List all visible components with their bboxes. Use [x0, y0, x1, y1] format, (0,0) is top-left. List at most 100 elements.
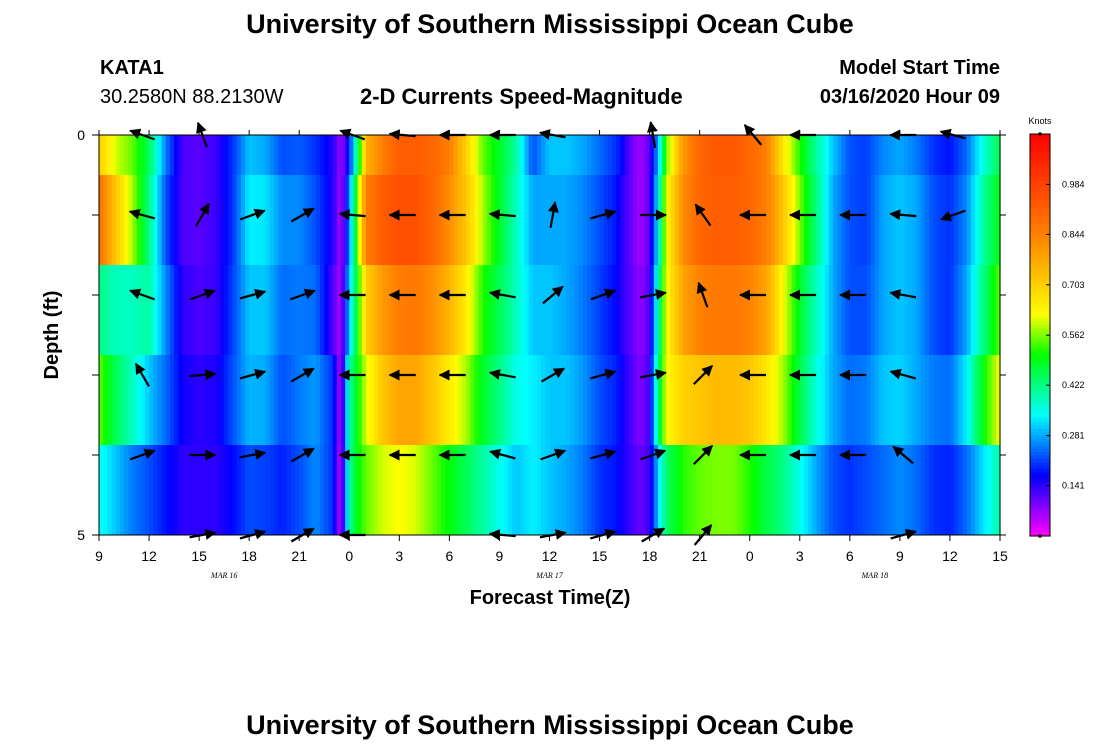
colorbar-band	[1030, 281, 1050, 286]
heatmap-cell	[870, 135, 876, 176]
colorbar-band	[1030, 519, 1050, 524]
x-tick-label: 15	[191, 548, 207, 564]
heatmap-cell	[899, 265, 905, 356]
heatmap-cell	[954, 355, 959, 446]
colorbar-band	[1030, 428, 1050, 433]
heatmap-cell	[299, 355, 304, 446]
heatmap-cell	[557, 265, 563, 356]
heatmap-cell	[378, 265, 384, 356]
heatmap-cell	[879, 265, 884, 356]
heatmap-cell	[299, 175, 304, 266]
heatmap-cell	[620, 265, 626, 356]
heatmap-cell	[507, 135, 513, 176]
heatmap-cell	[224, 445, 229, 536]
heatmap-cell	[783, 135, 788, 176]
heatmap-cell	[653, 135, 659, 176]
heatmap-cell	[224, 355, 229, 446]
colorbar-band	[1030, 328, 1050, 333]
heatmap-cell	[474, 265, 480, 356]
heatmap-cell	[403, 175, 409, 266]
heatmap-cell	[587, 265, 592, 356]
heatmap-cell	[124, 175, 129, 266]
heatmap-cell	[753, 355, 759, 446]
heatmap-cell	[315, 135, 321, 176]
heatmap-cell	[974, 265, 980, 356]
heatmap-cell	[257, 175, 263, 266]
heatmap-cell	[153, 265, 158, 356]
heatmap-cell	[161, 135, 167, 176]
heatmap-cell	[520, 135, 526, 176]
heatmap-cell	[883, 175, 888, 266]
heatmap-cell	[516, 135, 521, 176]
heatmap-cell	[411, 265, 417, 356]
heatmap-cell	[595, 445, 601, 536]
heatmap-cell	[215, 355, 221, 446]
heatmap-cell	[612, 175, 617, 266]
heatmap-cell	[157, 135, 163, 176]
heatmap-cell	[929, 175, 934, 266]
x-tick-label: 12	[141, 548, 157, 564]
heatmap-cell	[966, 355, 972, 446]
x-tick-label: 6	[445, 548, 453, 564]
heatmap-cell	[532, 445, 538, 536]
heatmap-cell	[887, 135, 893, 176]
heatmap-cell	[478, 445, 484, 536]
current-arrow	[693, 365, 713, 385]
heatmap-cell	[445, 445, 450, 536]
heatmap-cell	[941, 355, 947, 446]
heatmap-cell	[153, 355, 158, 446]
current-arrow	[488, 289, 516, 300]
heatmap-cell	[486, 135, 492, 176]
heatmap-cell	[929, 135, 934, 176]
heatmap-cell	[99, 265, 104, 356]
heatmap-cell	[224, 175, 229, 266]
heatmap-cell	[628, 445, 634, 536]
heatmap-cell	[708, 265, 713, 356]
heatmap-cell	[340, 265, 346, 356]
heatmap-cell	[365, 355, 371, 446]
heatmap-cell	[511, 135, 517, 176]
heatmap-cell	[407, 135, 413, 176]
heatmap-cell	[165, 445, 171, 536]
current-arrow	[129, 288, 155, 301]
heatmap-cell	[607, 445, 613, 536]
heatmap-cell	[937, 445, 943, 536]
heatmap-cell	[833, 135, 838, 176]
heatmap-cell	[879, 135, 884, 176]
heatmap-cell	[270, 445, 275, 536]
heatmap-cell	[653, 445, 659, 536]
heatmap-cell	[174, 175, 179, 266]
heatmap-cell	[495, 175, 501, 266]
heatmap-cell	[699, 135, 705, 176]
current-arrow	[547, 201, 559, 228]
heatmap-cell	[637, 445, 642, 536]
heatmap-cell	[933, 265, 939, 356]
heatmap-cell	[920, 135, 926, 176]
colorbar-band	[1030, 331, 1050, 336]
heatmap-cell	[862, 445, 868, 536]
heatmap-cell	[190, 265, 196, 356]
heatmap-cell	[390, 265, 396, 356]
colorbar-band	[1030, 388, 1050, 393]
heatmap-cell	[324, 135, 330, 176]
heatmap-cell	[766, 265, 772, 356]
current-arrow	[128, 208, 156, 220]
heatmap-cell	[345, 355, 350, 446]
heatmap-cell	[632, 445, 638, 536]
current-arrow	[129, 448, 156, 461]
heatmap-cell	[541, 135, 546, 176]
heatmap-cell	[699, 175, 705, 266]
heatmap-cell	[441, 135, 446, 176]
heatmap-cell	[357, 175, 363, 266]
x-tick-label: 15	[592, 548, 608, 564]
heatmap-cell	[416, 265, 421, 356]
current-arrow	[743, 124, 763, 146]
heatmap-cell	[207, 355, 213, 446]
heatmap-cell	[349, 355, 355, 446]
heatmap-cell	[587, 445, 592, 536]
x-tick-label: 18	[642, 548, 658, 564]
heatmap-cell	[265, 135, 271, 176]
heatmap-cell	[386, 355, 392, 446]
heatmap-cell	[261, 355, 267, 446]
heatmap-cell	[824, 175, 830, 266]
